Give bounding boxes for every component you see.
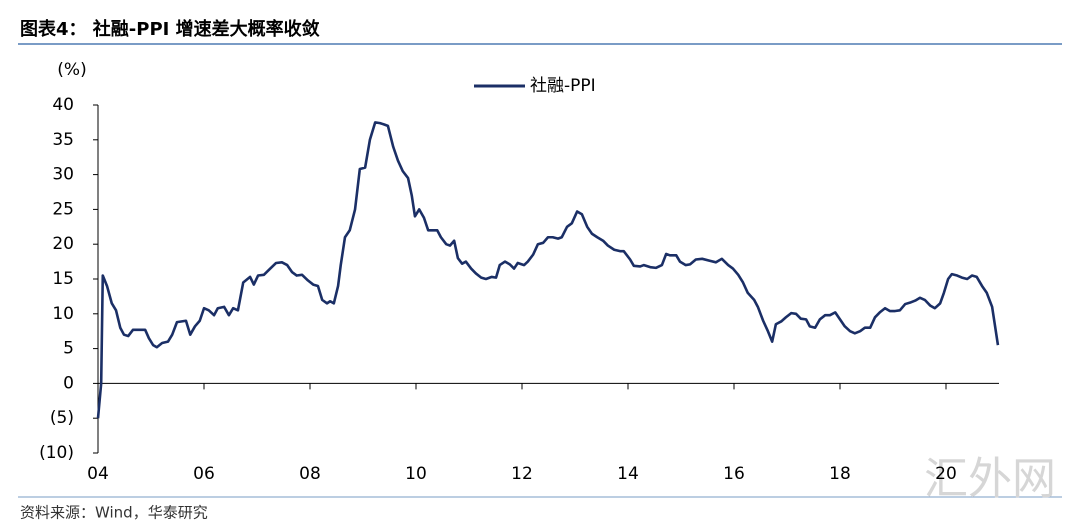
x-tick-label: 16 (723, 464, 745, 484)
source: 资料来源：Wind，华泰研究 (20, 504, 208, 522)
line-series (96, 121, 1000, 419)
y-tick-label: 15 (52, 269, 74, 289)
chart-title: 图表4： 社融-PPI 增速差大概率收敛 (20, 18, 320, 40)
x-tick-label: 08 (299, 464, 321, 484)
x-tick-label: 06 (193, 464, 215, 484)
y-tick-label: 0 (63, 373, 74, 393)
legend-label: 社融-PPI (530, 76, 596, 96)
x-tick-label: 04 (87, 464, 109, 484)
x-tick-label: 10 (405, 464, 427, 484)
x-tick-label: 18 (829, 464, 851, 484)
y-tick-label: 20 (52, 234, 74, 254)
y-axis-label: (%) (57, 60, 86, 80)
y-tick-label: 40 (52, 95, 74, 115)
y-tick-label: (5) (50, 408, 74, 428)
y-tick-label: 30 (52, 165, 74, 185)
y-tick-label: 25 (52, 199, 74, 219)
x-tick-label: 14 (617, 464, 639, 484)
y-tick-label: 10 (52, 304, 74, 324)
x-tick-label: 20 (935, 464, 957, 484)
x-tick-label: 12 (511, 464, 533, 484)
watermark: 汇外网 (924, 454, 1056, 505)
y-tick-label: (10) (39, 443, 74, 463)
y-tick-label: 35 (52, 130, 74, 150)
y-tick-label: 5 (63, 339, 74, 359)
